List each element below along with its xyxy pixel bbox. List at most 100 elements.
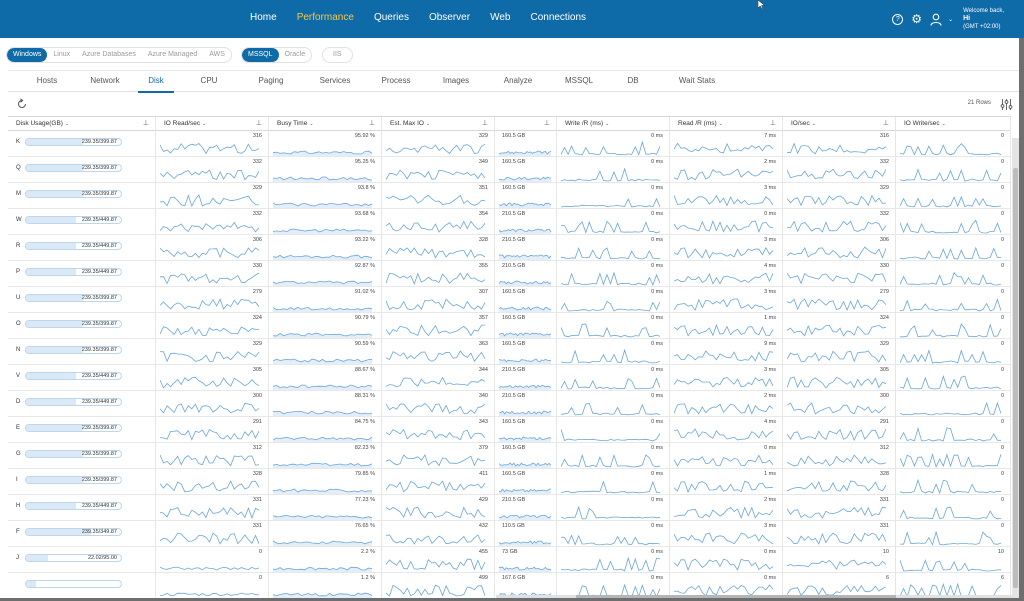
pin-icon[interactable]: ⊥ [255,120,262,127]
io-sec-value: 330 [879,263,889,269]
sparkline [160,592,259,597]
column-header-busy-time[interactable]: Busy Time ⌄ ⊥ [269,117,382,131]
refresh-icon[interactable] [16,98,28,110]
horizontal-scroll-thumb[interactable] [576,595,896,598]
tab-mssql[interactable]: MSSQL [564,76,593,85]
table-row[interactable]: K 239.35/399.87 316 95.92 % 329 160.5 GB 0 ms 7… [8,131,1011,157]
topnav-queries[interactable]: Queries [373,12,409,23]
tab-hosts[interactable]: Hosts [36,76,58,85]
tab-db[interactable]: DB [627,76,639,85]
busy-time-cell: 84.75 % [269,417,382,443]
table-row[interactable]: H 239.35/449.87 331 77.23 % 429 210.5 GB 0 ms 2… [8,495,1011,521]
vertical-scroll-thumb[interactable] [1013,168,1018,588]
tab-paging[interactable]: Paging [258,76,284,85]
sparkline [561,402,660,416]
io-read-cell: 0 [156,547,269,573]
busy-time-value: 76.65 % [354,523,375,529]
user-icon[interactable] [930,12,944,26]
vertical-scrollbar[interactable] [1012,138,1019,598]
column-header-io-sec[interactable]: IO/sec ⌄ ⊥ [783,117,896,131]
pin-icon[interactable]: ⊥ [481,120,488,127]
column-header-disk-usage[interactable]: Disk Usage(GB) ⌄ ⊥ [8,117,156,131]
size-cell: 73 GB [495,547,557,573]
chevron-down-icon[interactable]: ⌄ [202,121,207,127]
table-row[interactable]: P 239.35/449.87 330 92.87 % 355 210.5 GB 0 ms 4… [8,261,1011,287]
gear-icon[interactable]: ⚙ [911,12,923,26]
table-row[interactable]: D 239.35/449.87 300 88.31 % 340 210.5 GB 0 ms 2… [8,391,1011,417]
column-settings-icon[interactable] [1000,98,1013,111]
est-max-io-cell: 357 [382,313,495,339]
chevron-down-icon[interactable]: ⌄ [811,121,816,127]
read-latency-value: 1 ms [764,315,776,321]
welcome-block: Welcome back, Hi (GMT +02:00) [963,7,1004,31]
table-row[interactable]: R 239.35/449.87 306 93.22 % 328 210.5 GB 0 ms 3… [8,235,1011,261]
sparkline [273,462,372,468]
size-value: 210.5 GB [502,211,526,217]
chevron-down-icon[interactable]: ⌄ [64,121,70,127]
pin-icon[interactable]: ⊥ [882,120,889,127]
help-icon[interactable]: ? [892,13,904,25]
column-header-io-read[interactable]: IO Read/sec ⌄ ⊥ [156,117,269,131]
pin-icon[interactable]: ⊥ [769,120,776,127]
size-cell: 160.5 GB [495,157,557,183]
pin-icon[interactable]: ⊥ [142,120,149,127]
table-row[interactable]: E 239.35/399.87 291 84.75 % 343 160.5 GB 0 ms 4… [8,417,1011,443]
est-max-io-value: 379 [478,445,488,451]
table-row[interactable]: N 239.35/399.87 329 90.59 % 363 160.5 GB 0 ms 9… [8,339,1011,365]
table-row[interactable]: U 239.35/399.87 279 91.02 % 307 160.5 GB 0 ms 3… [8,287,1011,313]
tab-cpu[interactable]: CPU [200,76,218,85]
sparkline [499,514,551,520]
io-write-value: 0 [1000,315,1004,321]
tab-images[interactable]: Images [442,76,470,85]
column-header-read-r[interactable]: Read /R (ms) ⌄ ⊥ [670,117,783,131]
size-cell: 160.5 GB [495,287,557,313]
column-header-est-max-io[interactable]: Est. Max IO ⌄ ⊥ [382,117,495,131]
table-row[interactable]: G 239.35/399.87 312 82.23 % 379 160.5 GB 0 ms 0… [8,443,1011,469]
tab-disk[interactable]: Disk [138,71,174,93]
tab-wait-stats[interactable]: Wait Stats [678,76,716,85]
table-row[interactable]: V 239.35/449.87 305 88.67 % 344 210.5 GB 0 ms 3… [8,365,1011,391]
platform-windows[interactable]: Windows [7,48,48,62]
pin-icon[interactable]: ⊥ [368,120,375,127]
topnav-web[interactable]: Web [490,12,511,23]
table-row[interactable]: F 239.35/349.87 331 76.65 % 432 110.5 GB 0 ms 3… [8,521,1011,547]
topnav-connections[interactable]: Connections [530,12,587,23]
dbtype-oracle[interactable]: Oracle [284,51,306,58]
horizontal-scrollbar[interactable] [496,595,1012,598]
read-latency-cell: 3 ms [670,521,783,547]
platform-azure-databases[interactable]: Azure Databases [82,51,136,58]
table-row[interactable]: Q 239.35/399.87 332 95.25 % 349 160.5 GB 0 ms 2… [8,157,1011,183]
tab-network[interactable]: Network [90,76,120,85]
pin-icon[interactable]: ⊥ [543,120,550,127]
io-read-value: 316 [252,133,262,139]
topnav-performance[interactable]: Performance [296,12,354,23]
platform-azure-managed[interactable]: Azure Managed [147,51,198,58]
column-header-write-r[interactable]: Write /R (ms) ⌄ [557,117,670,131]
chevron-down-icon[interactable]: ⌄ [718,121,723,127]
tab-services[interactable]: Services [319,76,351,85]
tab-process[interactable]: Process [381,76,411,85]
est-max-io-value: 354 [478,211,488,217]
chevron-down-icon[interactable]: ⌄ [425,121,431,127]
table-row[interactable]: J 22.02/95.00 0 2.2 % 455 73 GB 0 ms 0 ms 10 10 [8,547,1011,573]
chevron-down-icon[interactable]: ⌄ [948,16,954,23]
iis-option[interactable]: IIS [333,51,342,58]
table-row[interactable]: W 239.35/449.87 332 93.68 % 354 210.5 GB 0 ms 0… [8,209,1011,235]
column-header-size[interactable]: ⊥ [495,117,557,131]
chevron-down-icon[interactable]: ⌄ [941,121,946,127]
table-row[interactable]: I 239.35/399.87 328 79.85 % 411 160.5 GB 0 ms 1… [8,469,1011,495]
dbtype-mssql[interactable]: MSSQL [242,48,279,62]
platform-aws[interactable]: AWS [209,51,225,58]
chevron-down-icon[interactable]: ⌄ [309,121,314,127]
platform-linux[interactable]: Linux [53,51,71,58]
topnav-observer[interactable]: Observer [428,12,471,23]
table-row[interactable]: O 239.35/399.87 324 90.79 % 357 160.5 GB 0 ms 1… [8,313,1011,339]
io-write-cell: 10 [896,547,1011,573]
chevron-down-icon[interactable]: ⌄ [605,121,610,127]
tab-analyze[interactable]: Analyze [503,76,533,85]
sparkline [900,374,1001,390]
table-row[interactable]: M 239.35/399.87 329 93.8 % 351 160.5 GB 0 ms 3 … [8,183,1011,209]
column-header-io-write[interactable]: IO Write/sec ⌄ [896,117,1011,131]
topnav-home[interactable]: Home [250,12,277,23]
busy-time-cell: 82.23 % [269,443,382,469]
